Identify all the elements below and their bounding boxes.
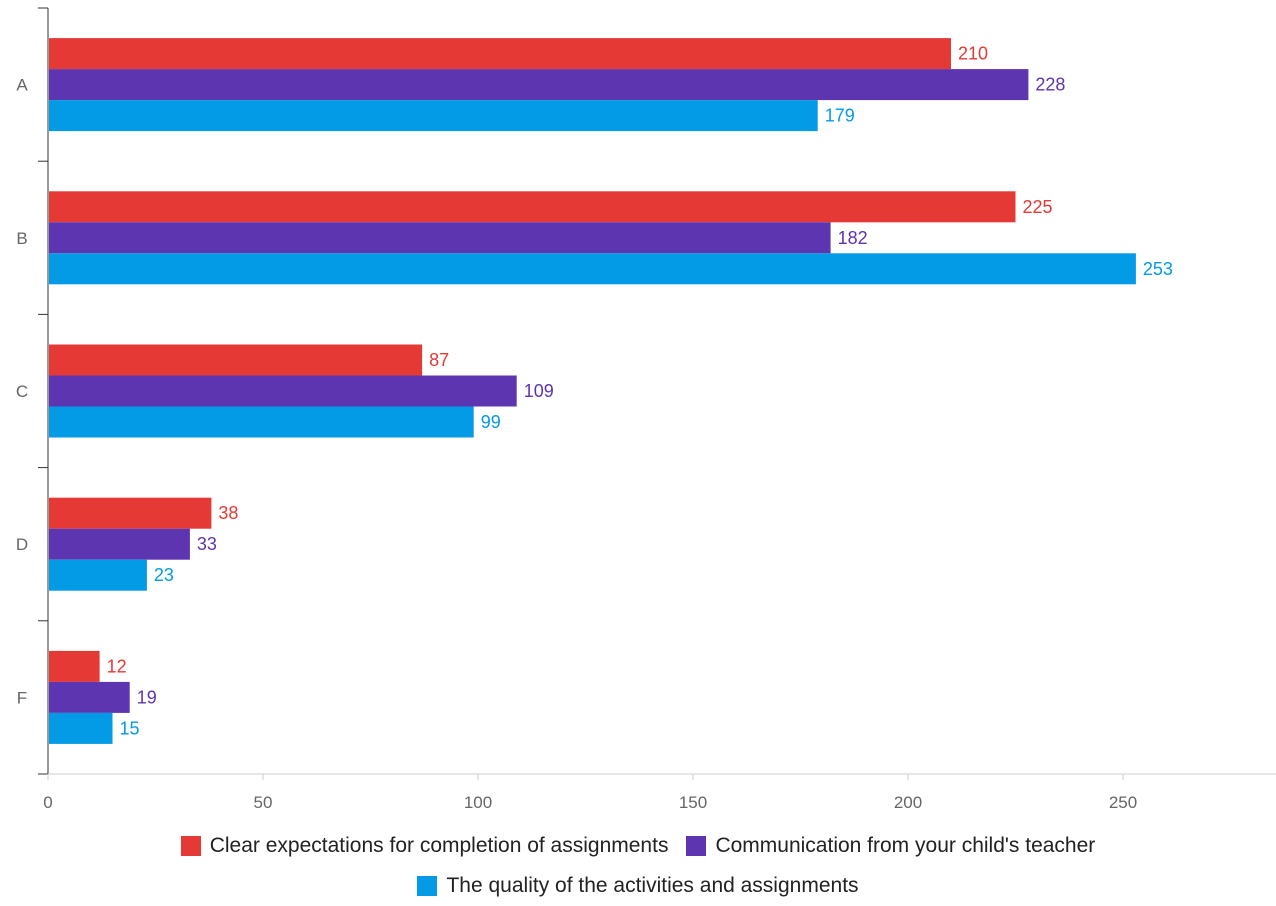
y-tick-label: A [16, 76, 28, 95]
legend-item-quality[interactable]: The quality of the activities and assign… [417, 874, 859, 898]
bar-value-label: 19 [137, 687, 157, 707]
bar [49, 406, 474, 438]
bar-value-label: 210 [958, 44, 988, 64]
bar-value-label: 15 [120, 718, 140, 738]
y-tick-label: F [17, 688, 27, 707]
bar-value-label: 182 [838, 228, 868, 248]
legend-label: Communication from your child's teacher [715, 834, 1096, 857]
bar [49, 712, 113, 744]
bar-chart: 0 50 100 150 200 250 A B C D F 210 228 179 225 182 253 8… [16, 7, 1276, 812]
bar [49, 528, 190, 560]
x-tick-label: 0 [43, 793, 52, 812]
x-tick-label: 50 [254, 793, 273, 812]
y-tick-label: D [16, 535, 28, 554]
bar [49, 253, 1136, 285]
y-tick-label: B [16, 229, 27, 248]
legend-item-communication[interactable]: Communication from your child's teacher [686, 834, 1095, 858]
bar [49, 100, 818, 132]
bar-value-label: 109 [524, 381, 554, 401]
bar-value-label: 38 [218, 503, 238, 523]
bar-value-label: 33 [197, 534, 217, 554]
bar [49, 344, 423, 376]
x-tick-label: 100 [464, 793, 492, 812]
axes: 0 50 100 150 200 250 A B C D F [16, 7, 1276, 812]
bar [49, 222, 831, 254]
bar-value-label: 23 [154, 565, 174, 585]
bar-value-label: 87 [429, 350, 449, 370]
legend-swatch-purple [686, 836, 707, 856]
bar [49, 375, 517, 407]
bar [49, 559, 147, 591]
legend-swatch-blue [417, 876, 438, 896]
bar [49, 650, 100, 682]
legend-label: The quality of the activities and assign… [446, 874, 859, 897]
x-tick-label: 200 [894, 793, 922, 812]
bar-value-label: 228 [1035, 75, 1065, 95]
bar-value-label: 225 [1023, 197, 1053, 217]
x-tick-label: 150 [679, 793, 707, 812]
bar-value-label: 12 [107, 656, 127, 676]
legend-row-1: Clear expectations for completion of ass… [0, 826, 1276, 866]
x-tick-label: 250 [1109, 793, 1137, 812]
bar [49, 191, 1016, 223]
bar [49, 681, 130, 713]
legend: Clear expectations for completion of ass… [0, 826, 1276, 906]
legend-item-clear-expectations[interactable]: Clear expectations for completion of ass… [180, 834, 669, 858]
bar-value-label: 99 [481, 412, 501, 432]
y-tick-label: C [16, 382, 28, 401]
bar-value-label: 179 [825, 106, 855, 126]
bar [49, 38, 951, 70]
bar [49, 497, 212, 529]
bar [49, 69, 1029, 101]
legend-label: Clear expectations for completion of ass… [209, 834, 669, 857]
legend-swatch-red [180, 836, 201, 856]
bar-value-label: 253 [1143, 259, 1173, 279]
legend-row-2: The quality of the activities and assign… [0, 866, 1276, 906]
bars [49, 38, 1136, 744]
